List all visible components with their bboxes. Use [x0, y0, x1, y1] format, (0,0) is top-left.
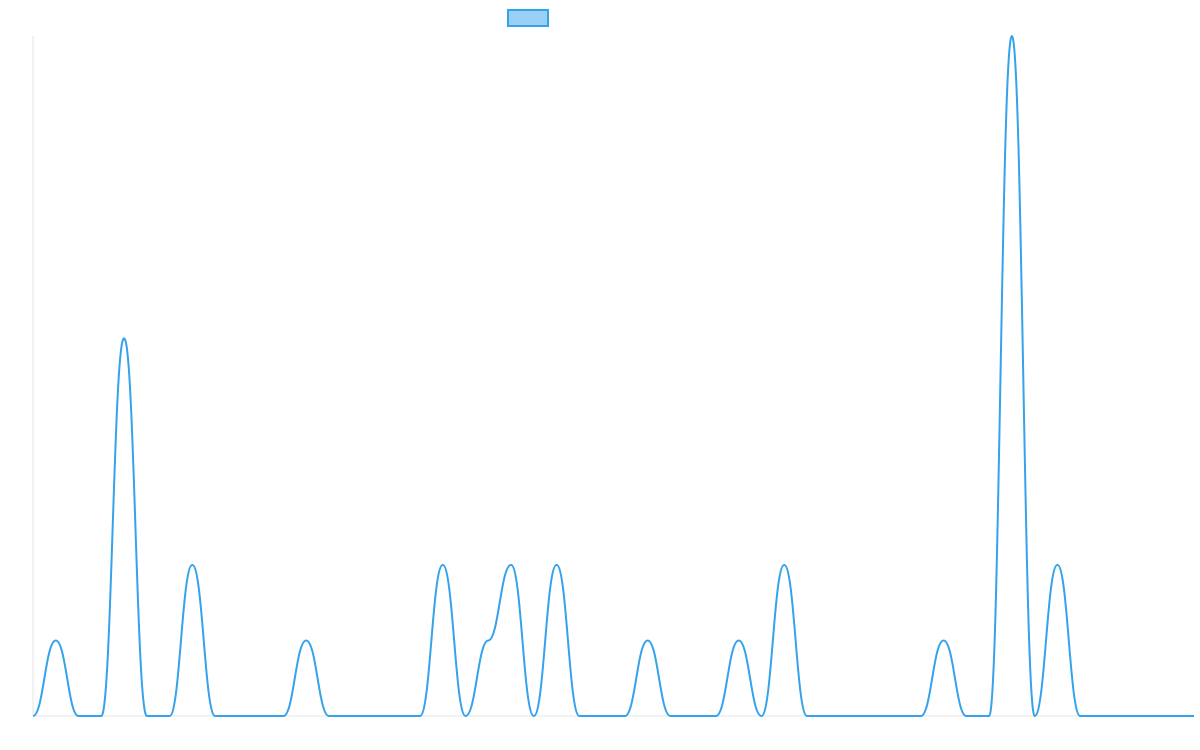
data-point[interactable] — [869, 710, 881, 722]
data-point[interactable] — [687, 710, 699, 722]
data-point[interactable] — [1120, 710, 1132, 722]
data-point[interactable] — [118, 332, 130, 344]
data-point[interactable] — [505, 559, 517, 571]
data-point[interactable] — [551, 559, 563, 571]
data-point[interactable] — [209, 710, 221, 722]
data-point[interactable] — [642, 634, 654, 646]
data-point[interactable] — [1051, 559, 1063, 571]
series-layer — [27, 30, 1200, 722]
data-point[interactable] — [1165, 710, 1177, 722]
data-point[interactable] — [960, 710, 972, 722]
data-point[interactable] — [346, 710, 358, 722]
data-point[interactable] — [482, 634, 494, 646]
data-point[interactable] — [186, 559, 198, 571]
data-point[interactable] — [1074, 710, 1086, 722]
data-point[interactable] — [50, 634, 62, 646]
axes — [32, 36, 1194, 717]
data-point[interactable] — [915, 710, 927, 722]
data-point[interactable] — [1097, 710, 1109, 722]
data-point[interactable] — [824, 710, 836, 722]
data-point[interactable] — [414, 710, 426, 722]
data-point[interactable] — [938, 634, 950, 646]
data-point[interactable] — [255, 710, 267, 722]
data-point[interactable] — [573, 710, 585, 722]
legend — [507, 9, 549, 27]
data-point[interactable] — [27, 710, 39, 722]
data-point[interactable] — [1006, 30, 1018, 42]
data-point[interactable] — [460, 710, 472, 722]
series-line — [32, 34, 1194, 718]
data-point[interactable] — [368, 710, 380, 722]
data-point[interactable] — [437, 559, 449, 571]
data-point[interactable] — [801, 710, 813, 722]
data-point[interactable] — [664, 710, 676, 722]
data-point[interactable] — [778, 559, 790, 571]
data-point[interactable] — [391, 710, 403, 722]
data-point[interactable] — [164, 710, 176, 722]
data-point[interactable] — [892, 710, 904, 722]
data-point[interactable] — [528, 710, 540, 722]
data-point[interactable] — [300, 634, 312, 646]
data-point[interactable] — [95, 710, 107, 722]
legend-swatch[interactable] — [507, 9, 549, 27]
data-point[interactable] — [710, 710, 722, 722]
data-point[interactable] — [232, 710, 244, 722]
data-point[interactable] — [1029, 710, 1041, 722]
data-point[interactable] — [983, 710, 995, 722]
data-point[interactable] — [73, 710, 85, 722]
data-point[interactable] — [847, 710, 859, 722]
data-point[interactable] — [141, 710, 153, 722]
data-point[interactable] — [733, 634, 745, 646]
data-point[interactable] — [755, 710, 767, 722]
data-point[interactable] — [1188, 710, 1200, 722]
data-point[interactable] — [1142, 710, 1154, 722]
data-point[interactable] — [277, 710, 289, 722]
data-point[interactable] — [596, 710, 608, 722]
data-point[interactable] — [619, 710, 631, 722]
data-point[interactable] — [323, 710, 335, 722]
